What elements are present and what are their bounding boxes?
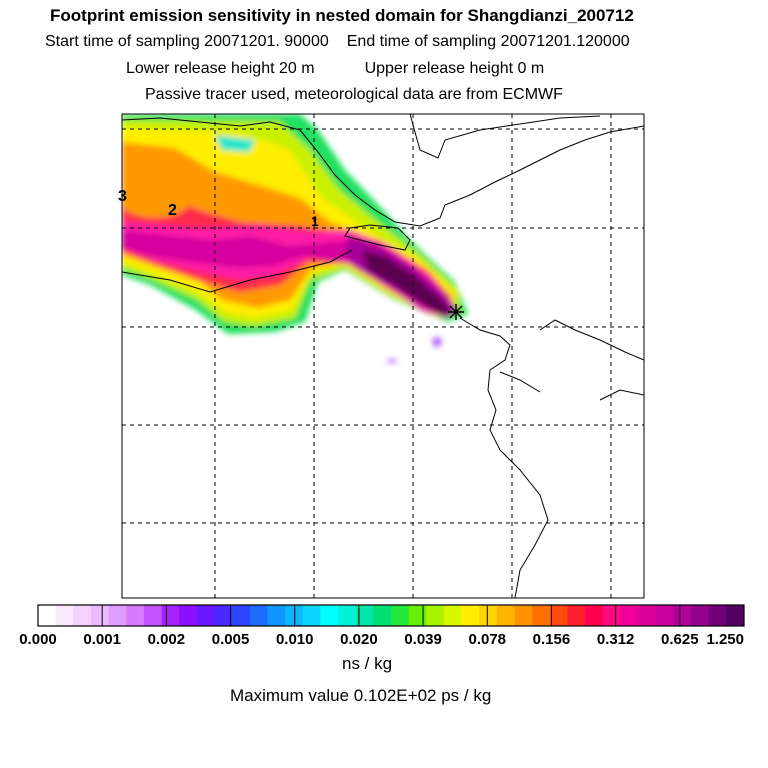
- colorbar-swatch: [249, 605, 268, 626]
- colorbar-swatch: [549, 605, 568, 626]
- colorbar-swatch: [267, 605, 286, 626]
- lower-release-height: Lower release height 20 m: [126, 60, 315, 77]
- colorbar-swatch: [302, 605, 321, 626]
- colorbar-swatch: [585, 605, 604, 626]
- colorbar-swatch: [391, 605, 410, 626]
- colorbar-swatch: [443, 605, 463, 626]
- colorbar-tick-label: 0.005: [212, 631, 250, 648]
- colorbar-swatch: [638, 605, 657, 626]
- colorbar-swatch: [108, 605, 127, 626]
- colorbar-swatch: [232, 605, 251, 626]
- contour-label-2: 2: [168, 202, 177, 219]
- colorbar-swatch: [567, 605, 586, 626]
- field-blob-violet: [432, 337, 442, 347]
- colorbar-swatch: [355, 605, 374, 626]
- contour-label-1: 1: [311, 213, 319, 229]
- colorbar-swatch: [708, 605, 727, 626]
- colorbar-tick-label: 0.010: [276, 631, 314, 648]
- colorbar-swatch: [461, 605, 480, 626]
- colorbar-tick-label: 0.020: [340, 631, 378, 648]
- colorbar-swatch: [196, 605, 215, 626]
- colorbar-swatch: [479, 605, 498, 626]
- maximum-value: Maximum value 0.102E+02 ps / kg: [230, 686, 492, 705]
- colorbar-swatch: [426, 605, 445, 626]
- colorbar-swatch: [496, 605, 516, 626]
- colorbar-swatch: [620, 605, 639, 626]
- colorbar-swatch: [726, 605, 745, 626]
- sensitivity-field: [122, 114, 468, 363]
- colorbar-swatch: [691, 605, 710, 626]
- release-site-marker: [448, 304, 464, 320]
- release-heights: Lower release height 20 m Upper release h…: [126, 60, 544, 78]
- colorbar-swatch: [161, 605, 180, 626]
- colorbar-swatch: [73, 605, 92, 626]
- figure-title: Footprint emission sensitivity in nested…: [50, 6, 634, 25]
- colorbar-swatch: [179, 605, 198, 626]
- colorbar-tick-label: 0.039: [404, 631, 442, 648]
- colorbar-swatch: [90, 605, 110, 626]
- colorbar-swatch: [532, 605, 551, 626]
- colorbar-swatch: [673, 605, 692, 626]
- colorbar-swatch: [55, 605, 74, 626]
- coastlines: [122, 114, 644, 598]
- colorbar-swatch: [655, 605, 674, 626]
- colorbar-tick-label: 0.078: [468, 631, 506, 648]
- colorbar-swatch: [38, 605, 57, 626]
- field-blob-orange: [122, 182, 190, 218]
- colorbar-tick-label: 0.001: [83, 631, 121, 648]
- colorbar-units: ns / kg: [342, 654, 393, 673]
- tracer-info: Passive tracer used, meteorological data…: [145, 86, 563, 103]
- colorbar-swatch: [408, 605, 427, 626]
- colorbar-swatch: [320, 605, 339, 626]
- colorbar-tick-label: 1.250: [706, 631, 744, 648]
- field-blob-pink: [387, 359, 397, 363]
- colorbar-tick-label: 0.156: [533, 631, 571, 648]
- colorbar-tick-labels: 0.000 0.001 0.002 0.005 0.010 0.020 0.039 0.078…: [19, 605, 745, 648]
- colorbar-swatch: [373, 605, 392, 626]
- colorbar-swatch: [143, 605, 163, 626]
- field-layer-dark: [362, 250, 452, 316]
- end-time: End time of sampling 20071201.120000: [346, 33, 630, 50]
- colorbar-tick-label: 0.625: [661, 631, 699, 648]
- colorbar: [38, 605, 745, 626]
- colorbar-swatch: [285, 605, 304, 626]
- colorbar-swatch: [126, 605, 145, 626]
- sampling-times: Start time of sampling 20071201. 90000 En…: [45, 33, 630, 51]
- colorbar-tick-label: 0.312: [597, 631, 635, 648]
- colorbar-swatch: [214, 605, 233, 626]
- field-layer-cyan: [215, 135, 255, 152]
- colorbar-tick-label: 0.002: [148, 631, 186, 648]
- upper-release-height: Upper release height 0 m: [364, 60, 545, 77]
- colorbar-swatch: [338, 605, 357, 626]
- graticule: [122, 114, 644, 598]
- colorbar-tick-label: 0.000: [19, 631, 57, 648]
- colorbar-swatch: [514, 605, 533, 626]
- colorbar-swatch: [602, 605, 621, 626]
- plot-frame: [121, 113, 645, 599]
- start-time: Start time of sampling 20071201. 90000: [45, 33, 329, 50]
